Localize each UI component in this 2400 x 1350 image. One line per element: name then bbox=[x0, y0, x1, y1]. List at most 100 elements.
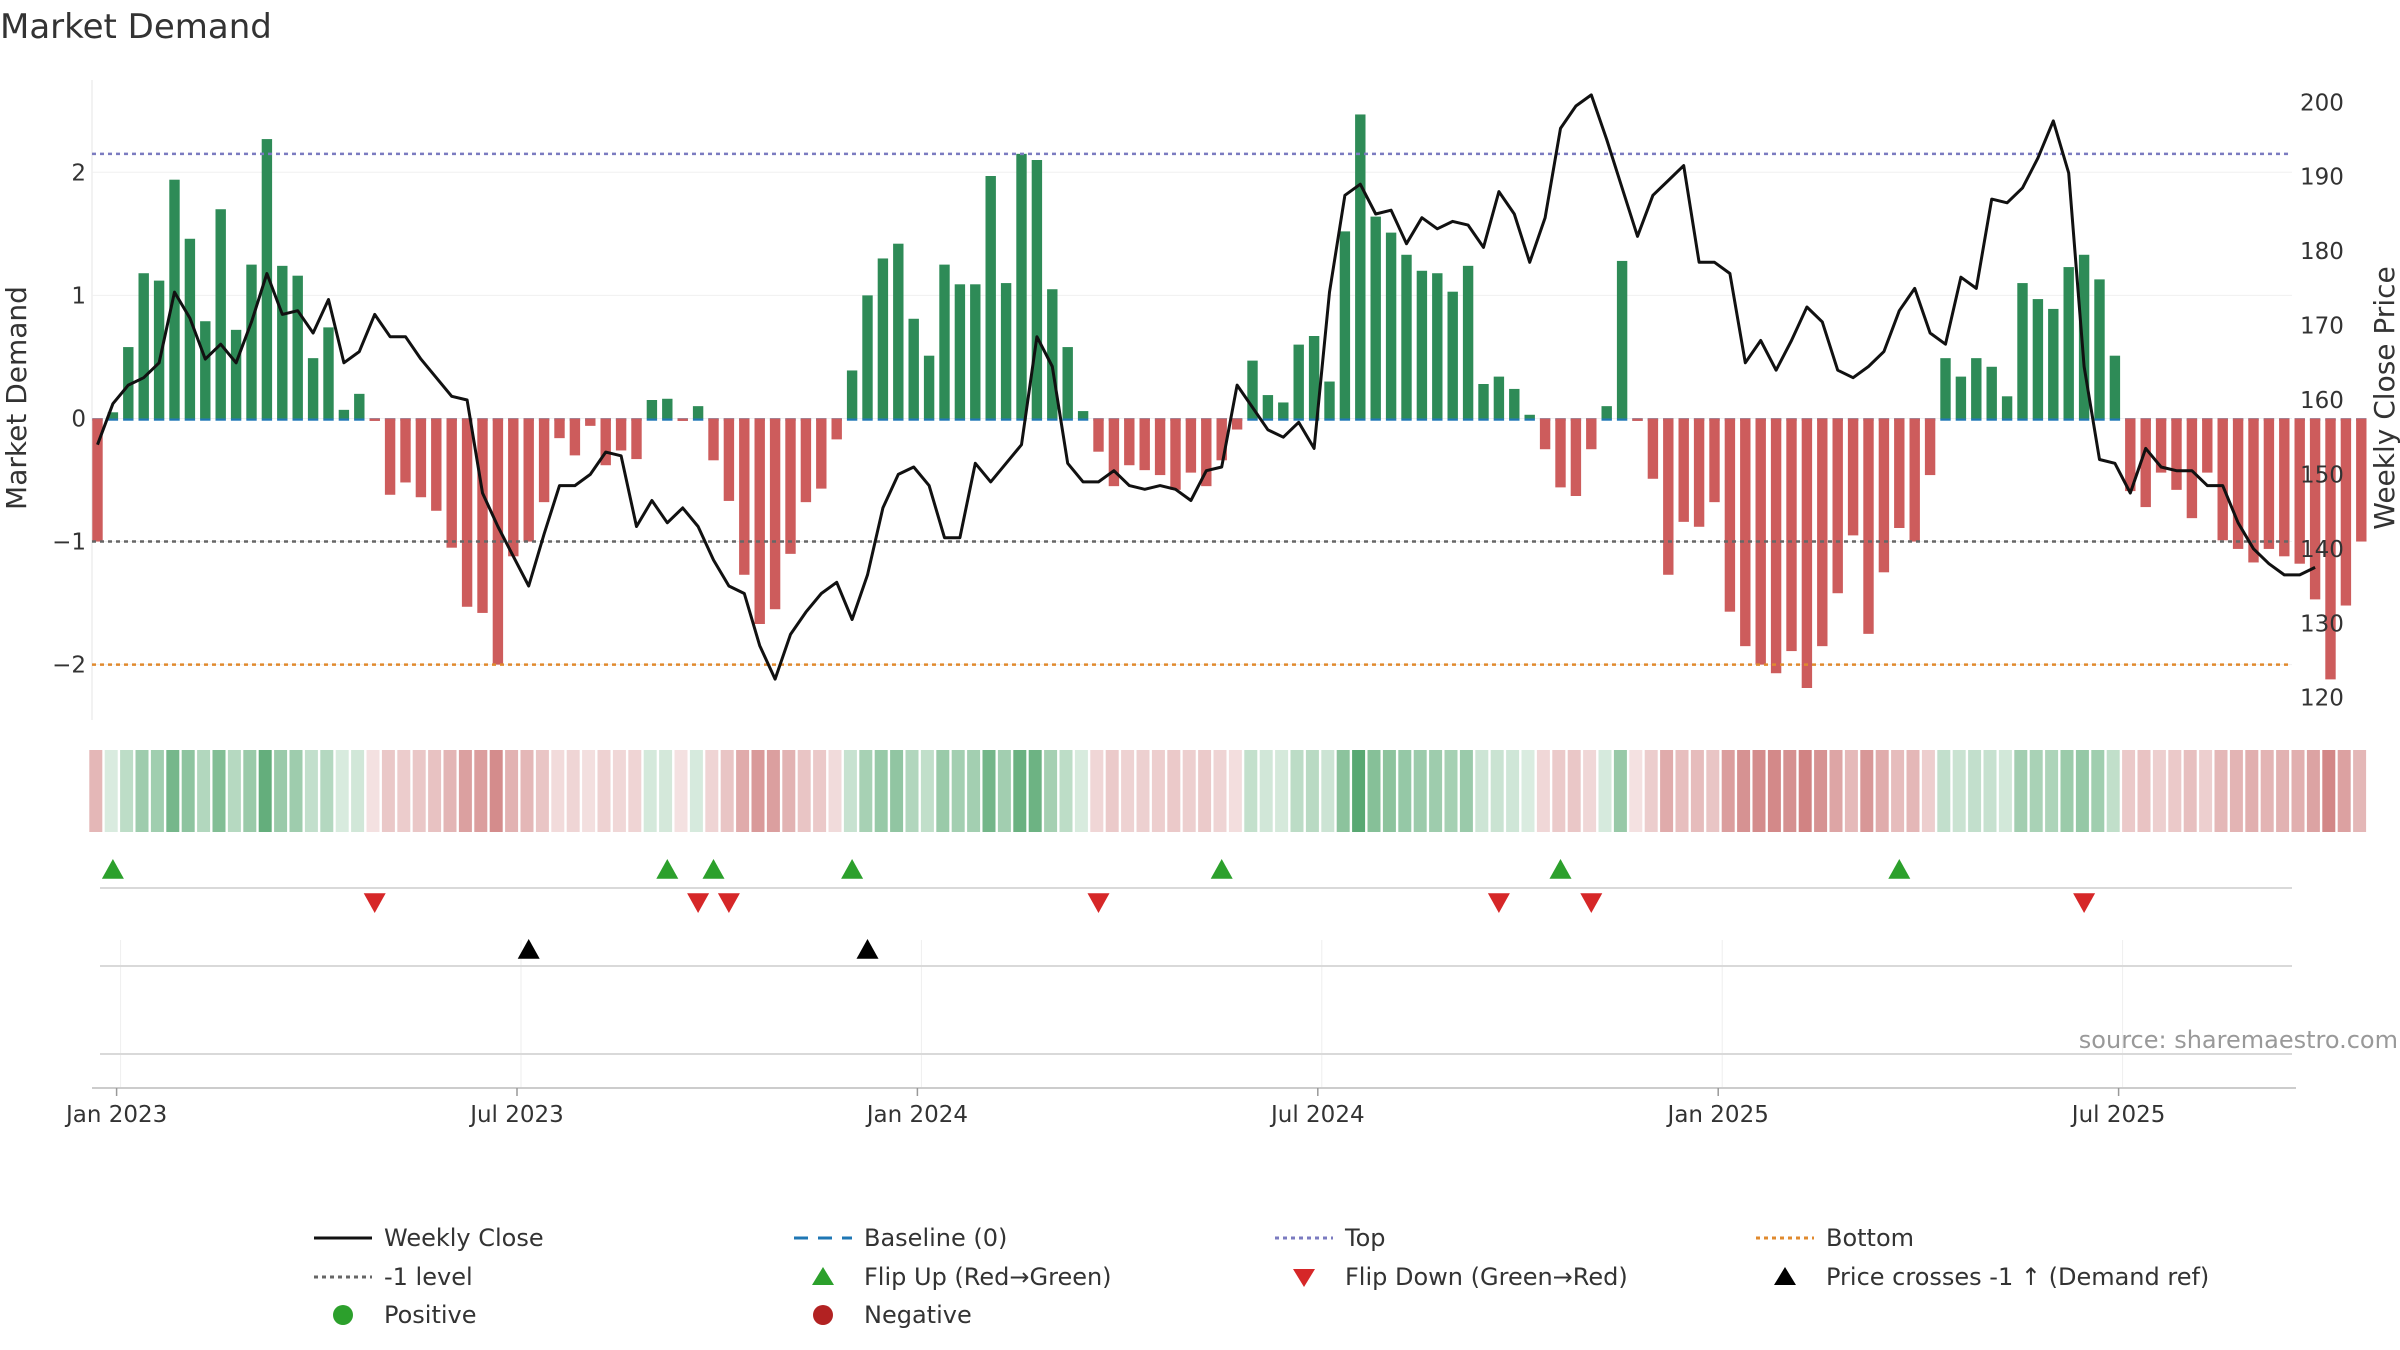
heat-cell bbox=[274, 750, 288, 832]
heat-cell bbox=[1244, 750, 1258, 832]
demand-bar-positive bbox=[1077, 411, 1089, 419]
x-tick-label: Jan 2024 bbox=[865, 1102, 968, 1128]
heat-cell bbox=[1321, 750, 1335, 832]
heat-cell bbox=[1567, 750, 1581, 832]
demand-bar-negative bbox=[585, 418, 596, 426]
legend-label: Positive bbox=[384, 1301, 477, 1329]
demand-bar-positive bbox=[1293, 344, 1304, 419]
y-right-tick-label: 190 bbox=[2300, 165, 2344, 191]
demand-bar-negative bbox=[1786, 418, 1797, 652]
heat-cell bbox=[1598, 750, 1612, 832]
heat-cell bbox=[1336, 750, 1350, 832]
demand-bar-positive bbox=[277, 265, 288, 419]
demand-bar-negative bbox=[1539, 418, 1551, 450]
heat-cell bbox=[705, 750, 719, 832]
heat-cell bbox=[782, 750, 796, 832]
grid-layer bbox=[91, 80, 2296, 1089]
heat-cell bbox=[320, 750, 334, 832]
demand-bar-negative bbox=[785, 418, 796, 554]
demand-bar-negative bbox=[2171, 418, 2182, 490]
y-axis-right-label: Weekly Close Price bbox=[2368, 266, 2400, 529]
legend-item: Negative bbox=[813, 1301, 972, 1329]
heat-cell bbox=[2152, 750, 2166, 832]
heat-cell bbox=[2091, 750, 2105, 832]
demand-bar-positive bbox=[1462, 265, 1474, 419]
demand-heat-strip bbox=[89, 750, 2367, 832]
weekly-close-line-group bbox=[96, 93, 2316, 681]
demand-bar-negative bbox=[754, 418, 765, 624]
demand-bar-positive bbox=[846, 370, 858, 419]
heat-cell bbox=[597, 750, 611, 832]
heat-cell bbox=[1891, 750, 1905, 832]
demand-bar-negative bbox=[92, 418, 103, 542]
y-right-tick-label: 160 bbox=[2300, 388, 2344, 414]
heat-cell bbox=[1521, 750, 1535, 832]
heat-cell bbox=[289, 750, 303, 832]
heat-cell bbox=[2106, 750, 2120, 832]
y-left-tick-label: −1 bbox=[52, 530, 86, 556]
demand-bar-negative bbox=[1231, 418, 1243, 430]
demand-bar-positive bbox=[338, 409, 350, 419]
heat-cell bbox=[304, 750, 318, 832]
legend-item: Flip Down (Green→Red) bbox=[1293, 1263, 1628, 1291]
demand-bar-positive bbox=[153, 280, 165, 419]
demand-bar-negative bbox=[538, 418, 550, 503]
demand-bar-positive bbox=[1247, 360, 1258, 419]
demand-bar-negative bbox=[615, 418, 627, 451]
demand-bar-negative bbox=[816, 418, 827, 489]
flip-up-marker bbox=[656, 859, 679, 879]
heat-cell bbox=[751, 750, 765, 832]
heat-cell bbox=[2168, 750, 2182, 832]
price-cross-marker bbox=[517, 939, 540, 959]
demand-bar-negative bbox=[677, 418, 688, 421]
legend-label: Weekly Close bbox=[384, 1224, 544, 1252]
heat-cell bbox=[2060, 750, 2074, 832]
legend-item: Top bbox=[1275, 1224, 1386, 1252]
heat-cell bbox=[150, 750, 164, 832]
heat-cell bbox=[2029, 750, 2043, 832]
y-axis-left-label: Market Demand bbox=[0, 286, 33, 510]
demand-bar-positive bbox=[323, 327, 334, 419]
legend-item: Positive bbox=[333, 1301, 477, 1329]
demand-bar-positive bbox=[2094, 279, 2105, 419]
heat-cell bbox=[2229, 750, 2243, 832]
legend: Weekly Close Baseline (0) Top Bottom -1 leve… bbox=[314, 1224, 2209, 1329]
demand-bar-negative bbox=[1632, 418, 1643, 421]
flip-down-marker bbox=[1580, 893, 1603, 913]
demand-bar-positive bbox=[2063, 267, 2074, 419]
demand-bar-negative bbox=[708, 418, 719, 461]
demand-bar-negative bbox=[1124, 418, 1135, 466]
demand-bar-positive bbox=[862, 295, 873, 419]
heat-cell bbox=[720, 750, 734, 832]
demand-bar-positive bbox=[1278, 402, 1289, 419]
heat-cell bbox=[828, 750, 842, 832]
demand-bar-positive bbox=[954, 284, 966, 419]
demand-bar-positive bbox=[1401, 254, 1412, 419]
heat-cell bbox=[1074, 750, 1088, 832]
demand-bar-positive bbox=[2032, 299, 2044, 419]
demand-bar-positive bbox=[307, 358, 319, 419]
demand-bar-negative bbox=[1570, 418, 1582, 496]
heat-cell bbox=[1398, 750, 1412, 832]
price-cross-marker bbox=[856, 939, 879, 959]
demand-bar-negative bbox=[1832, 418, 1843, 594]
demand-bar-positive bbox=[246, 264, 257, 419]
heat-cell bbox=[2245, 750, 2259, 832]
heat-cell bbox=[104, 750, 118, 832]
demand-bar-positive bbox=[2048, 308, 2059, 419]
heat-cell bbox=[1228, 750, 1242, 832]
heat-cell bbox=[1536, 750, 1550, 832]
y-right-tick-label: 180 bbox=[2300, 239, 2344, 265]
demand-bar-negative bbox=[1878, 418, 1890, 573]
demand-bar-negative bbox=[1201, 418, 1212, 487]
heat-cell bbox=[1690, 750, 1704, 832]
heat-cell bbox=[366, 750, 380, 832]
heat-cell bbox=[659, 750, 673, 832]
legend-item: Price crosses -1 ↑ (Demand ref) bbox=[1774, 1263, 2209, 1291]
demand-bar-negative bbox=[1755, 418, 1766, 665]
legend-item: -1 level bbox=[314, 1263, 473, 1291]
chart-title: Market Demand bbox=[0, 7, 272, 47]
heat-cell bbox=[1952, 750, 1966, 832]
heat-cell bbox=[905, 750, 919, 832]
